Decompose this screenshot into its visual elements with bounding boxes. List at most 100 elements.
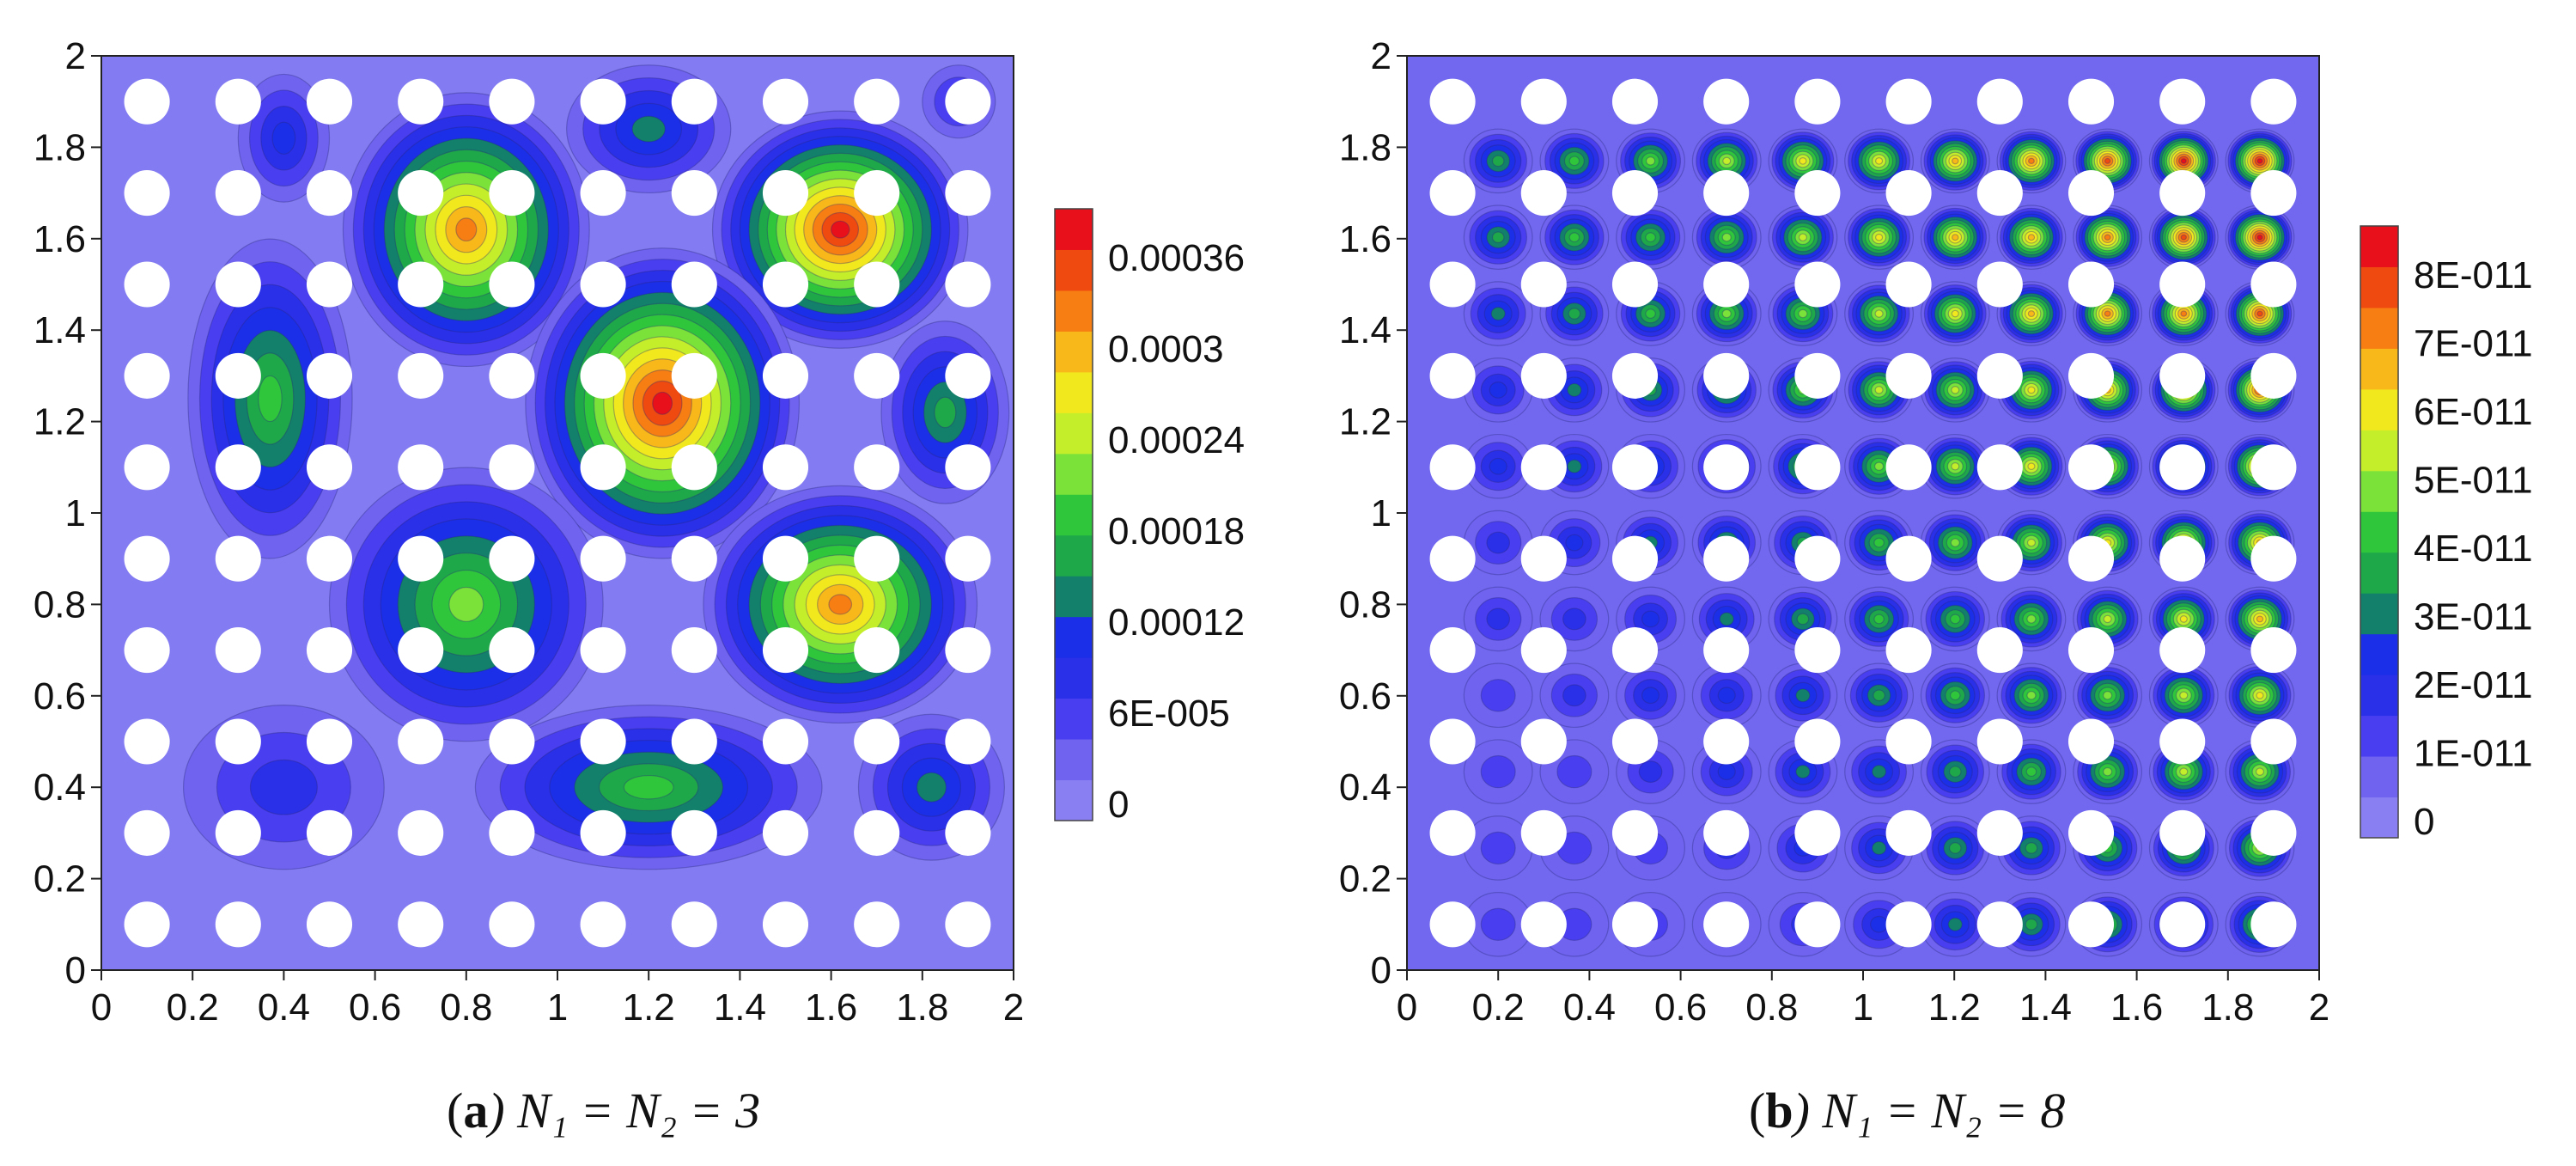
x-tick-label: 1.2 bbox=[1928, 986, 1981, 1029]
contour-b-85-11 bbox=[2027, 310, 2036, 318]
hole-a-6-2 bbox=[306, 352, 353, 399]
hole-a-8-8 bbox=[854, 170, 900, 217]
hole-a-1-0 bbox=[124, 809, 170, 856]
hole-a-8-0 bbox=[124, 170, 170, 217]
contour-b-63-9 bbox=[1874, 309, 1884, 318]
caption-a: (a) N₁ = N₂ = 3 bbox=[447, 1083, 760, 1139]
hole-a-5-1 bbox=[215, 444, 261, 491]
hole-a-0-2 bbox=[306, 901, 353, 948]
hole-b-7-1 bbox=[1520, 261, 1567, 308]
contour-b-35-4 bbox=[1717, 763, 1736, 781]
contour-b-21-7 bbox=[1568, 156, 1580, 167]
colorbar-swatch bbox=[1055, 209, 1093, 250]
contour-b-18-5 bbox=[1567, 382, 1582, 397]
hole-b-7-8 bbox=[2159, 261, 2206, 308]
hole-a-9-6 bbox=[671, 78, 717, 125]
contour-b-79-7 bbox=[2025, 766, 2037, 778]
contour-b-120-14 bbox=[2256, 158, 2263, 164]
colorbar-swatch bbox=[1055, 534, 1093, 577]
colorbar-label: 0.00012 bbox=[1108, 601, 1245, 644]
contour-b-75-11 bbox=[1952, 234, 1959, 241]
hole-b-1-4 bbox=[1794, 809, 1841, 856]
y-tick-label: 1 bbox=[65, 492, 86, 534]
caption-b-letter: b bbox=[1765, 1083, 1793, 1139]
colorbar-label: 0.00036 bbox=[1108, 237, 1245, 279]
hole-a-5-3 bbox=[398, 444, 444, 491]
hole-a-2-3 bbox=[398, 718, 444, 765]
hole-b-7-6 bbox=[1976, 261, 2023, 308]
caption-a-letter: a bbox=[463, 1083, 488, 1139]
colorbar-b: 0 1E-011 2E-011 3E-011 4E-011 5E-011 6E-011 7E-… bbox=[2360, 225, 2533, 843]
contour-b-6-4 bbox=[1489, 457, 1507, 475]
y-tick-label: 0.6 bbox=[1339, 675, 1392, 717]
contour-b-70-7 bbox=[1949, 614, 1961, 625]
colorbar-label: 1E-011 bbox=[2414, 733, 2533, 775]
panel-a-x-ticks: 0 0.2 0.4 0.6 0.8 1 1.2 1.4 1.6 1.8 2 bbox=[91, 970, 1024, 1029]
x-tick-label: 1 bbox=[547, 986, 568, 1029]
hole-b-1-6 bbox=[1976, 809, 2023, 856]
x-tick-label: 0.2 bbox=[167, 986, 219, 1029]
hole-a-0-0 bbox=[124, 901, 170, 948]
colorbar-swatch bbox=[1055, 412, 1093, 455]
contour-b-76-11 bbox=[1952, 157, 1959, 165]
contour-b-10-6 bbox=[1491, 155, 1505, 168]
contour-b-84-10 bbox=[2027, 386, 2036, 394]
contour-b-64-10 bbox=[1875, 233, 1884, 241]
hole-b-6-5 bbox=[1885, 352, 1932, 399]
hole-b-0-9 bbox=[2250, 901, 2297, 948]
contour-b-58-6 bbox=[1873, 689, 1885, 702]
hole-b-8-9 bbox=[2250, 170, 2297, 217]
contour-b-102-9 bbox=[2179, 691, 2189, 699]
hole-b-1-1 bbox=[1520, 809, 1567, 856]
hole-b-0-7 bbox=[2067, 901, 2115, 948]
hole-a-8-1 bbox=[215, 170, 261, 217]
hole-b-9-2 bbox=[1611, 78, 1659, 125]
hole-a-1-1 bbox=[215, 809, 261, 856]
y-tick-label: 1.8 bbox=[1339, 126, 1392, 168]
hole-a-8-7 bbox=[762, 170, 809, 217]
contour-a-10-4 bbox=[271, 121, 296, 155]
panel-a-y-ticks: 0 0.2 0.4 0.6 0.8 1 1.2 1.4 1.6 1.8 2 bbox=[33, 35, 101, 992]
contour-a-4-12 bbox=[828, 594, 853, 615]
contour-b-61-8 bbox=[1874, 461, 1885, 471]
colorbar-swatch bbox=[1055, 453, 1093, 495]
hole-b-6-7 bbox=[2067, 352, 2115, 399]
x-tick-label: 2 bbox=[1003, 986, 1024, 1029]
hole-a-0-4 bbox=[489, 901, 535, 948]
y-tick-label: 1.4 bbox=[1339, 309, 1392, 351]
contour-a-11-3 bbox=[249, 759, 318, 815]
contour-b-103-10 bbox=[2179, 615, 2188, 623]
hole-a-3-9 bbox=[945, 627, 991, 674]
hole-a-0-8 bbox=[854, 901, 900, 948]
hole-a-7-9 bbox=[945, 261, 991, 308]
hole-a-5-7 bbox=[762, 444, 809, 491]
contour-b-67-6 bbox=[1949, 842, 1962, 854]
hole-b-5-5 bbox=[1885, 444, 1932, 491]
x-tick-label: 0.8 bbox=[440, 986, 492, 1029]
contour-b-109-14 bbox=[2180, 158, 2187, 164]
hole-b-9-1 bbox=[1520, 78, 1567, 125]
contour-b-68-6 bbox=[1949, 766, 1962, 778]
hole-a-3-3 bbox=[398, 627, 444, 674]
contour-b-19-6 bbox=[1568, 308, 1581, 320]
contour-b-47-5 bbox=[1795, 688, 1811, 703]
contour-b-24-3 bbox=[1638, 760, 1663, 784]
contour-b-9-6 bbox=[1491, 231, 1505, 243]
hole-a-0-5 bbox=[580, 901, 626, 948]
hole-a-4-6 bbox=[671, 535, 717, 582]
x-tick-label: 0.6 bbox=[349, 986, 401, 1029]
hole-a-2-7 bbox=[762, 718, 809, 765]
caption-a-equation: ) N₁ = N₂ = 3 bbox=[485, 1083, 760, 1139]
caption-a-open: ( bbox=[447, 1083, 463, 1139]
hole-a-6-3 bbox=[398, 352, 444, 399]
hole-b-3-8 bbox=[2159, 627, 2206, 674]
x-tick-label: 0.6 bbox=[1654, 986, 1707, 1029]
contour-a-1-14 bbox=[830, 220, 850, 239]
hole-b-2-8 bbox=[2159, 718, 2206, 765]
hole-b-6-4 bbox=[1794, 352, 1841, 399]
hole-a-2-6 bbox=[671, 718, 717, 765]
contour-b-59-7 bbox=[1873, 614, 1885, 625]
contour-b-42-8 bbox=[1721, 232, 1732, 242]
hole-a-1-2 bbox=[306, 809, 353, 856]
colorbar-swatch bbox=[2360, 388, 2398, 430]
